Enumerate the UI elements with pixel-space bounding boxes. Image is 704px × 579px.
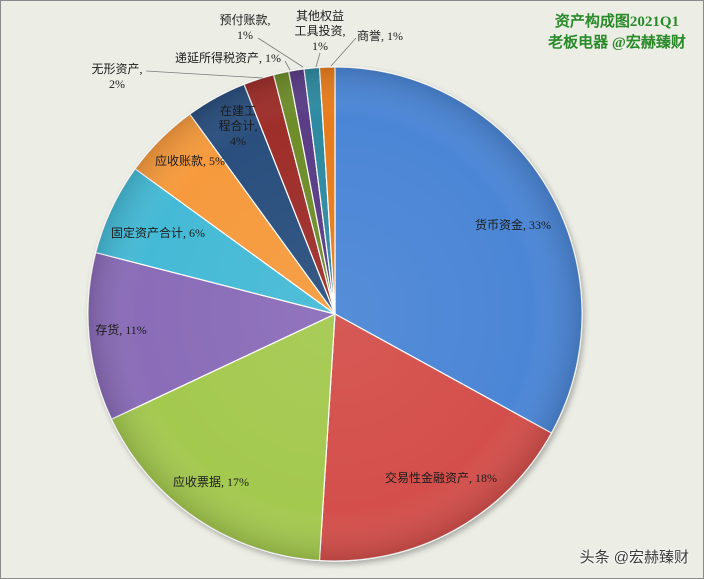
data-label-line: 交易性金融资产, 18% — [385, 470, 497, 485]
data-label-line: 应收票据, 17% — [173, 474, 249, 489]
data-label-construction-in-progress: 在建工程合计, 4% — [218, 104, 257, 148]
data-label-line: 存货, 11% — [95, 322, 147, 337]
data-label-line: 货币资金, 33% — [475, 217, 551, 232]
data-label-line: 递延所得税资产, 1% — [175, 50, 281, 65]
data-label-line: 程合计, — [218, 118, 257, 133]
data-label-line: 无形资产, — [91, 62, 142, 76]
data-label-line: 1% — [312, 39, 328, 53]
data-label-fixed-assets: 固定资产合计, 6% — [111, 225, 205, 240]
data-label-line: 工具投资, — [294, 23, 345, 38]
data-label-accounts-receivable: 应收账款, 5% — [155, 153, 225, 168]
leader-line-goodwill — [330, 37, 357, 67]
data-labels: 货币资金, 33% 交易性金融资产, 18% 应收票据, 17% 存货, 11% 固定资… — [91, 9, 551, 489]
chart-title: 资产构成图2021Q1 — [554, 14, 680, 30]
pie-slices — [87, 66, 583, 562]
data-label-line: 2% — [109, 77, 125, 91]
data-label-line: 固定资产合计, 6% — [111, 225, 205, 240]
leader-line-other-equity-investments — [315, 52, 321, 68]
data-label-inventory: 存货, 11% — [95, 322, 147, 337]
data-label-line: 在建工 — [220, 104, 256, 118]
data-label-cash: 货币资金, 33% — [475, 217, 551, 232]
watermark: 头条 @宏赫臻财 — [579, 549, 689, 566]
leader-line-prepayments — [257, 37, 304, 68]
leader-lines — [145, 37, 357, 79]
data-label-other-equity-investments: 其他权益工具投资, 1% — [294, 9, 345, 53]
data-label-line: 应收账款, 5% — [155, 153, 225, 168]
leader-line-deferred-tax-assets — [284, 60, 291, 71]
data-label-deferred-tax-assets: 递延所得税资产, 1% — [175, 50, 281, 65]
leader-line-intangible-assets — [145, 70, 264, 79]
data-label-prepayments: 预付账款, 1% — [219, 13, 270, 42]
data-label-goodwill: 商誉, 1% — [357, 28, 403, 43]
data-label-intangible-assets: 无形资产, 2% — [91, 62, 142, 91]
data-label-line: 预付账款, — [219, 13, 270, 27]
data-label-line: 1% — [237, 28, 253, 42]
chart-title-block: 资产构成图2021Q1 老板电器 @宏赫臻财 — [537, 12, 697, 54]
data-label-trading-financial-assets: 交易性金融资产, 18% — [385, 470, 497, 485]
chart-subtitle: 老板电器 @宏赫臻财 — [548, 35, 686, 51]
data-label-line: 商誉, 1% — [357, 28, 403, 43]
data-label-line: 4% — [230, 134, 246, 148]
data-label-line: 其他权益 — [296, 9, 344, 23]
data-label-notes-receivable: 应收票据, 17% — [173, 474, 249, 489]
